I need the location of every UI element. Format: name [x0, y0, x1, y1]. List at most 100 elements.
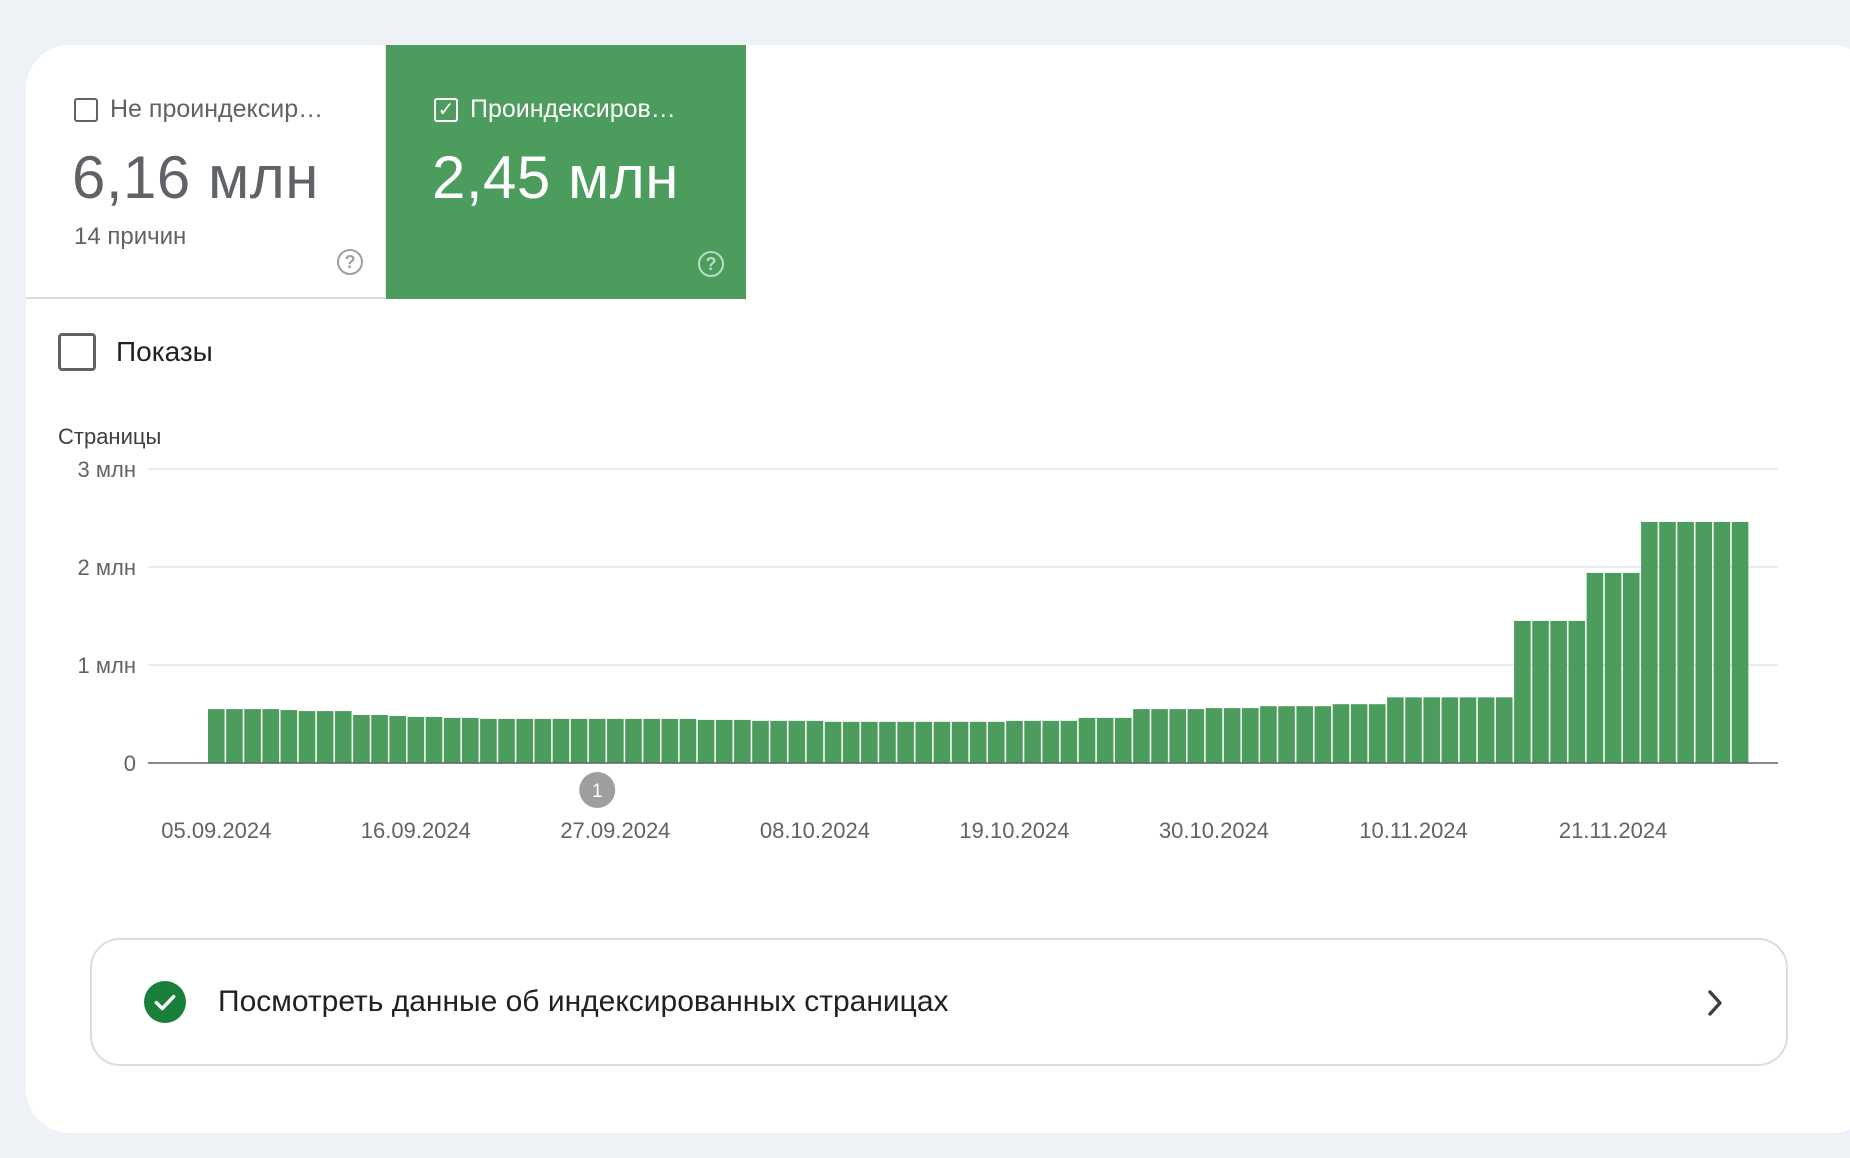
not-indexed-metric-tab[interactable]: Не проиндексир… 6,16 млн 14 причин ? [26, 45, 386, 299]
chart-bar [1223, 708, 1241, 763]
chart-bar [861, 721, 878, 763]
help-circle-icon[interactable]: ? [337, 249, 363, 275]
chart-bar [607, 718, 624, 763]
chart-bar [1187, 709, 1205, 763]
chart-bar [1532, 620, 1549, 763]
chart-bar [715, 719, 733, 763]
chart-bar [1387, 697, 1404, 763]
chart-bar [353, 714, 370, 763]
chart-bar [679, 718, 697, 763]
indexed-label-row: ✓ Проиндексиров… [434, 95, 676, 124]
chart-bar [389, 715, 406, 763]
chart-bar [1006, 720, 1023, 763]
impressions-toggle[interactable]: Показы [58, 333, 213, 371]
x-tick-label: 10.11.2024 [1359, 818, 1467, 843]
chart-bar [407, 716, 425, 763]
chart-bar [570, 718, 588, 763]
indexed-label: Проиндексиров… [470, 95, 676, 123]
chart-bar [969, 721, 987, 763]
chart-bar [244, 709, 261, 763]
chart-bar [1169, 709, 1187, 763]
chart-bar [988, 721, 1005, 763]
chart-bar [806, 720, 824, 763]
chevron-right-icon [1704, 988, 1726, 1023]
chart-bar [262, 709, 280, 763]
impressions-checkbox[interactable] [58, 333, 96, 371]
chart-bar [1622, 572, 1640, 763]
chart-bar [788, 720, 806, 763]
not-indexed-reasons: 14 причин [74, 223, 187, 250]
chart-bar [1314, 706, 1332, 763]
chart-bar [1477, 697, 1495, 763]
view-indexed-pages-link[interactable]: Посмотреть данные об индексированных стр… [90, 938, 1788, 1066]
chart-bar [1260, 706, 1277, 763]
chart-bar [1550, 620, 1567, 763]
chart-bar [1205, 708, 1223, 763]
chart-bar [1568, 620, 1586, 763]
chart-bar [1296, 706, 1313, 763]
not-indexed-label-row: Не проиндексир… [74, 95, 323, 124]
chart-bar [1659, 521, 1676, 763]
chart-bar [1133, 709, 1150, 763]
impressions-label: Показы [116, 336, 213, 367]
chart-bar [316, 711, 334, 763]
chart-bar [298, 711, 316, 763]
chart-bar [480, 718, 497, 763]
chart-bar [643, 718, 660, 763]
chart-bar [1641, 521, 1658, 763]
chart-bar [1332, 704, 1350, 763]
chart-bar [1278, 706, 1295, 763]
chart-bar [498, 718, 515, 763]
x-tick-label: 19.10.2024 [959, 818, 1069, 843]
chart-bar [443, 717, 461, 763]
chart-bar [1042, 720, 1060, 763]
chart-bar [1514, 620, 1531, 763]
indexed-metric-tab[interactable]: ✓ Проиндексиров… 2,45 млн ? [386, 45, 746, 299]
chart-bar [1024, 720, 1041, 763]
chart-bar [552, 718, 570, 763]
chart-bar [625, 718, 642, 763]
chart-bar [1586, 572, 1604, 763]
chart-bar [226, 709, 243, 763]
x-tick-label: 30.10.2024 [1159, 818, 1269, 843]
y-tick-label: 3 млн [78, 457, 136, 482]
chart-bar [208, 709, 225, 763]
chart-bar [1441, 697, 1459, 763]
chart-bar [697, 719, 715, 763]
chart-bar [1495, 697, 1513, 763]
chart-bar [915, 721, 933, 763]
chart-bar [1604, 572, 1622, 763]
chart-bar [933, 721, 951, 763]
chart-bar [1078, 717, 1096, 763]
chart-bar [1713, 521, 1731, 763]
annotation-label: 1 [592, 781, 603, 802]
check-circle-icon [144, 981, 186, 1023]
chart-bar [425, 716, 443, 763]
chart-bar [879, 721, 896, 763]
annotation-marker [579, 772, 616, 808]
chart-bar [1695, 521, 1713, 763]
chart-bar [842, 721, 860, 763]
help-circle-icon[interactable]: ? [698, 251, 724, 277]
x-tick-label: 16.09.2024 [361, 818, 471, 843]
chart-bar [1350, 704, 1368, 763]
not-indexed-checkbox[interactable] [74, 97, 98, 122]
y-axis-label: Страницы [58, 424, 161, 449]
chart-bar [1096, 717, 1114, 763]
chart-bar [588, 718, 606, 763]
chart-bar [752, 720, 769, 763]
chart-bar [280, 710, 298, 763]
chart-bar [1459, 697, 1477, 763]
chart-bar [334, 711, 352, 763]
chart-bar [661, 718, 679, 763]
chart-bar [770, 720, 787, 763]
chart-bar [734, 719, 751, 763]
chart-bar [1368, 704, 1386, 763]
chart-bar [1060, 720, 1078, 763]
indexed-checkbox[interactable]: ✓ [434, 97, 458, 122]
x-tick-label: 27.09.2024 [560, 818, 670, 843]
not-indexed-label: Не проиндексир… [110, 95, 324, 123]
chart-bar [1151, 709, 1168, 763]
chart-bar [516, 718, 533, 763]
chart-bar [1115, 717, 1132, 763]
